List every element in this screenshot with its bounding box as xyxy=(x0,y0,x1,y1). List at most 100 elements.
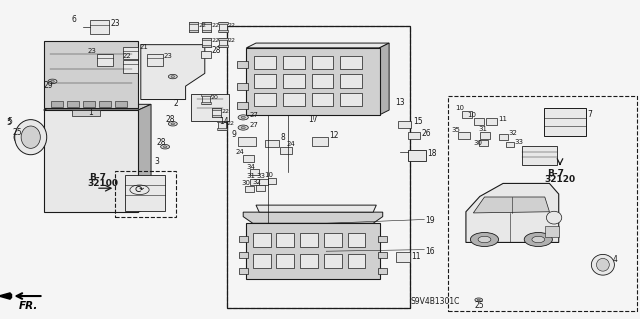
Bar xyxy=(300,254,318,268)
Circle shape xyxy=(477,299,480,300)
Bar xyxy=(474,118,484,125)
Text: 24: 24 xyxy=(236,149,244,154)
Text: 1: 1 xyxy=(88,108,93,117)
Bar xyxy=(246,48,380,115)
Ellipse shape xyxy=(21,126,40,148)
Bar xyxy=(67,101,79,107)
Ellipse shape xyxy=(591,255,614,275)
Text: B-7: B-7 xyxy=(547,169,564,178)
Bar xyxy=(545,226,559,236)
Circle shape xyxy=(478,236,491,243)
Bar xyxy=(239,236,248,242)
Bar xyxy=(202,22,211,32)
Bar xyxy=(268,178,276,184)
Text: FR.: FR. xyxy=(19,301,38,311)
Bar xyxy=(408,132,420,139)
Bar xyxy=(218,121,226,130)
Circle shape xyxy=(171,123,175,125)
Bar xyxy=(202,22,211,24)
Bar xyxy=(189,22,198,32)
Bar xyxy=(324,233,342,247)
Bar xyxy=(115,171,176,217)
Circle shape xyxy=(21,129,24,130)
Bar xyxy=(237,102,248,109)
Bar xyxy=(265,140,279,147)
Circle shape xyxy=(241,127,245,129)
Bar xyxy=(202,45,211,47)
Bar xyxy=(202,38,211,40)
Text: 32: 32 xyxy=(253,180,262,185)
Bar xyxy=(123,60,138,73)
Bar xyxy=(115,101,127,107)
Bar xyxy=(217,128,227,130)
Bar xyxy=(283,74,305,88)
Bar xyxy=(99,101,111,107)
Bar xyxy=(44,110,138,212)
Bar xyxy=(506,142,514,147)
Circle shape xyxy=(19,128,26,131)
Ellipse shape xyxy=(19,131,40,143)
Text: 15: 15 xyxy=(413,117,422,126)
Text: 18: 18 xyxy=(428,149,437,158)
Bar xyxy=(250,169,259,175)
Text: 27: 27 xyxy=(250,113,259,118)
Text: 32: 32 xyxy=(508,130,517,136)
Text: 28: 28 xyxy=(211,46,221,55)
Bar xyxy=(324,254,342,268)
Bar xyxy=(246,223,380,279)
Bar xyxy=(250,179,259,185)
Bar xyxy=(283,56,305,69)
Text: 22: 22 xyxy=(228,38,236,43)
Text: S9V4B1301C: S9V4B1301C xyxy=(410,297,460,306)
Text: 24: 24 xyxy=(287,141,296,147)
Text: ⟳: ⟳ xyxy=(135,185,144,195)
Text: 25: 25 xyxy=(475,301,484,310)
Bar xyxy=(201,102,211,104)
Circle shape xyxy=(171,76,175,78)
Bar xyxy=(123,47,138,59)
Text: 26: 26 xyxy=(421,129,431,138)
Bar xyxy=(44,41,138,108)
Text: 6: 6 xyxy=(72,15,77,24)
Bar xyxy=(348,233,365,247)
Polygon shape xyxy=(141,45,205,100)
Bar xyxy=(398,121,411,128)
Text: 10: 10 xyxy=(264,173,273,178)
Text: 22: 22 xyxy=(227,121,235,126)
Text: 19: 19 xyxy=(426,216,435,225)
Bar xyxy=(237,61,248,68)
Bar xyxy=(499,134,508,140)
Bar xyxy=(448,96,637,311)
Text: 11: 11 xyxy=(498,116,507,122)
Bar xyxy=(72,110,100,116)
Bar xyxy=(202,30,211,32)
Circle shape xyxy=(524,233,552,247)
Bar xyxy=(254,56,276,69)
Bar xyxy=(479,140,488,146)
Bar xyxy=(396,252,410,262)
Bar xyxy=(462,111,472,118)
Text: 17: 17 xyxy=(308,115,318,124)
Circle shape xyxy=(238,125,248,130)
Polygon shape xyxy=(256,205,376,212)
Circle shape xyxy=(470,233,499,247)
Text: 5: 5 xyxy=(6,118,12,127)
Text: 22: 22 xyxy=(198,23,206,28)
Bar xyxy=(202,94,210,104)
Bar xyxy=(283,93,305,106)
Text: 23: 23 xyxy=(163,53,172,59)
Text: 22: 22 xyxy=(221,108,230,114)
Text: 9: 9 xyxy=(232,130,237,139)
Text: 23: 23 xyxy=(87,48,96,54)
Ellipse shape xyxy=(14,128,45,147)
Circle shape xyxy=(168,74,177,79)
Bar xyxy=(312,137,328,146)
Text: 23: 23 xyxy=(110,19,120,28)
Polygon shape xyxy=(44,104,151,110)
Bar xyxy=(378,236,387,242)
Bar xyxy=(189,30,198,32)
Circle shape xyxy=(475,298,483,302)
Bar xyxy=(312,93,333,106)
Bar xyxy=(189,22,198,24)
Polygon shape xyxy=(474,197,550,213)
